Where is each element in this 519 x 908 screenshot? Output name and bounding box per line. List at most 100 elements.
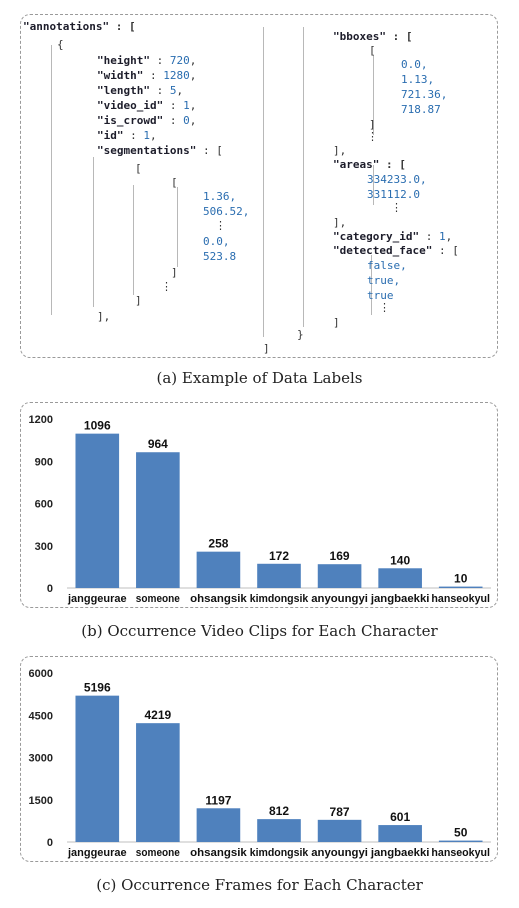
height-line: "height" : 720, [97, 54, 197, 67]
video-clips-chart-panel: 0 300 600 900 1200 1096 janggeurae 964 someone 25… [20, 402, 498, 608]
guide-line [303, 27, 304, 327]
data-label-example-panel: "annotations" : [ { "height" : 720, "wid… [20, 14, 498, 358]
y-tick-label: 300 [35, 541, 53, 553]
data-label: 172 [269, 549, 289, 563]
data-label: 1197 [205, 793, 231, 807]
is-crowd-line: "is_crowd" : 0, [97, 114, 197, 127]
bar-jangbaekki [378, 568, 422, 588]
segmentations-line: "segmentations" : [ [97, 144, 223, 157]
bracket: [ [171, 176, 178, 189]
x-tick-label: kimdongsik [250, 593, 309, 605]
guide-line [373, 55, 374, 135]
y-tick-label: 600 [35, 499, 53, 511]
bar-hanseokyul [438, 840, 483, 842]
video-clips-chart: 0 300 600 900 1200 1096 janggeurae 964 someone 25… [29, 414, 491, 605]
frames-chart: 0 1500 3000 4500 6000 5196 janggeurae 4219 someo… [29, 668, 491, 859]
x-tick-label: janggeurae [67, 847, 127, 859]
y-tick-label: 1200 [29, 414, 53, 426]
segmentation-value: 523.8 [203, 250, 237, 263]
y-tick-label: 0 [47, 837, 53, 849]
y-tick-label: 1500 [29, 795, 53, 807]
x-tick-label: janggeurae [67, 593, 127, 605]
y-tick-label: 3000 [29, 753, 53, 765]
areas-key: "areas" : [ [333, 158, 406, 171]
area-value: 334233.0, [367, 173, 427, 186]
data-label: 787 [330, 805, 350, 819]
ellipsis: ⋮ [367, 130, 378, 143]
bar-jangbaekki [378, 825, 422, 842]
video-id-line: "video_id" : 1, [97, 99, 197, 112]
bboxes-key: "bboxes" : [ [333, 30, 413, 43]
x-tick-label: someone [136, 593, 180, 605]
x-tick-label: someone [136, 847, 180, 859]
data-label: 140 [390, 553, 410, 567]
segmentation-value: 506.52, [203, 205, 250, 218]
x-tick-label: kimdongsik [250, 847, 309, 859]
id-line: "id" : 1, [97, 129, 157, 142]
ellipsis: ⋮ [215, 219, 226, 232]
guide-line [263, 27, 264, 337]
area-value: 331112.0 [367, 188, 420, 201]
bar-anyoungyi [317, 819, 362, 842]
guide-line [177, 187, 178, 267]
caption-a: (a) Example of Data Labels [156, 369, 363, 387]
guide-line [373, 165, 374, 205]
y-tick-label: 4500 [29, 710, 53, 722]
bar-janggeurae [75, 695, 120, 842]
detected-face-line: "detected_face" : [ [333, 244, 459, 257]
bracket: ] [135, 294, 142, 307]
bar-kimdongsik [257, 819, 301, 842]
bracket: ] [333, 316, 340, 329]
annotations-key: "annotations" : [ [23, 20, 136, 33]
guide-line [133, 185, 134, 295]
x-tick-label: anyoungyi [311, 847, 368, 859]
face-value: true, [367, 274, 401, 287]
data-label: 50 [454, 826, 468, 840]
y-tick-label: 900 [35, 456, 53, 468]
data-label: 601 [390, 810, 410, 824]
bracket: [ [369, 44, 376, 57]
guide-line [371, 255, 372, 315]
caption-c: (c) Occurrence Frames for Each Character [96, 876, 423, 894]
frames-chart-panel: 0 1500 3000 4500 6000 5196 janggeurae 4219 someo… [20, 656, 498, 862]
data-label: 5196 [84, 681, 111, 695]
bracket: ], [97, 310, 111, 323]
bar-janggeurae [75, 433, 120, 588]
close-brace: } [297, 328, 304, 341]
bbox-value: 721.36, [401, 88, 448, 101]
ellipsis: ⋮ [379, 301, 390, 314]
bracket: ] [171, 266, 178, 279]
bar-someone [136, 452, 180, 588]
open-brace: { [57, 38, 64, 51]
x-tick-label: hanseokyul [431, 593, 490, 605]
bar-anyoungyi [317, 564, 362, 588]
data-label: 258 [208, 537, 228, 551]
data-label: 4219 [145, 708, 172, 722]
x-tick-label: hanseokyul [431, 847, 490, 859]
data-label: 10 [454, 572, 468, 586]
ellipsis: ⋮ [391, 201, 402, 214]
bracket: ], [333, 144, 347, 157]
data-label: 169 [330, 549, 350, 563]
x-tick-label: ohsangsik [190, 847, 248, 859]
bracket: ] [369, 118, 376, 131]
guide-line [93, 157, 94, 307]
bbox-value: 718.87 [401, 103, 441, 116]
data-label: 812 [269, 804, 289, 818]
caption-b: (b) Occurrence Video Clips for Each Char… [81, 622, 438, 640]
bar-kimdongsik [257, 563, 301, 588]
bar-ohsangsik [196, 551, 241, 588]
face-value: true [367, 289, 394, 302]
bbox-value: 0.0, [401, 58, 428, 71]
bar-hanseokyul [438, 586, 483, 588]
x-tick-label: jangbaekki [370, 593, 430, 605]
x-tick-label: jangbaekki [370, 847, 430, 859]
segmentation-value: 1.36, [203, 190, 237, 203]
category-id-line: "category_id" : 1, [333, 230, 453, 243]
x-tick-label: ohsangsik [190, 593, 248, 605]
bar-ohsangsik [196, 808, 241, 842]
ellipsis: ⋮ [161, 280, 172, 293]
bbox-value: 1.13, [401, 73, 435, 86]
data-label: 964 [148, 437, 168, 451]
bracket: [ [135, 162, 142, 175]
